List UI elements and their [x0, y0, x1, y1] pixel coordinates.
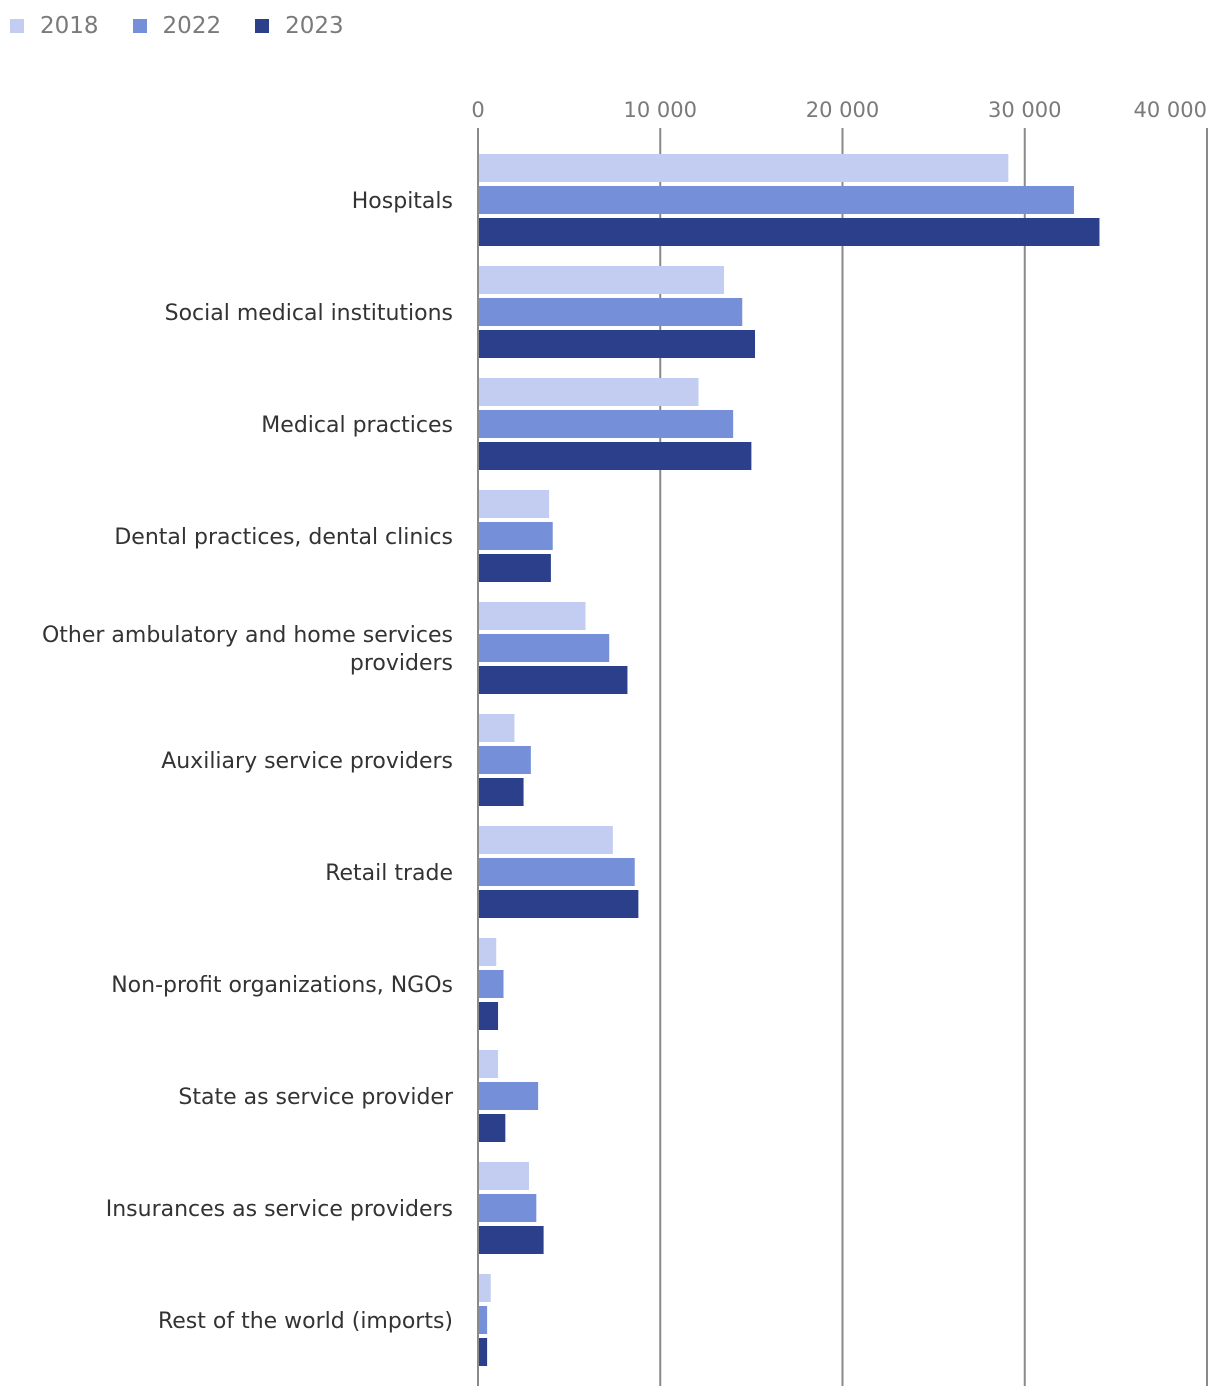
bar-2018[interactable]: [479, 490, 550, 518]
bar-2023[interactable]: [479, 890, 639, 918]
grid-lines: [477, 128, 1208, 1386]
x-tick-label: 20 000: [806, 98, 879, 122]
bar-2023[interactable]: [479, 1002, 499, 1030]
bar-2023[interactable]: [479, 330, 756, 358]
bar-2018[interactable]: [479, 266, 725, 294]
x-tick-label: 40 000: [1134, 98, 1207, 122]
category-labels: Hospitals Social medical institutions Medi…: [42, 189, 454, 1334]
chart-legend: 2018 2022 2023: [10, 10, 378, 42]
x-tick-label: 10 000: [624, 98, 697, 122]
category-label: Non-profit organizations, NGOs: [111, 973, 453, 998]
bar-2022[interactable]: [479, 298, 743, 326]
bar-2022[interactable]: [479, 1194, 537, 1222]
bar-2023[interactable]: [479, 554, 551, 582]
bar-2022[interactable]: [479, 858, 635, 886]
x-tick-label: 30 000: [988, 98, 1061, 122]
legend-swatch: [255, 19, 270, 33]
legend-item-2023[interactable]: 2023: [255, 13, 344, 39]
bar-2018[interactable]: [479, 714, 515, 742]
bar-2023[interactable]: [479, 442, 752, 470]
category-label: Insurances as service providers: [106, 1197, 453, 1222]
category-label: Social medical institutions: [165, 301, 453, 326]
category-label: Dental practices, dental clinics: [114, 525, 453, 550]
bar-2022[interactable]: [479, 186, 1074, 214]
legend-label: 2022: [162, 13, 222, 39]
bar-2018[interactable]: [479, 938, 497, 966]
legend-swatch: [10, 19, 24, 33]
bar-2022[interactable]: [479, 634, 610, 662]
bar-2018[interactable]: [479, 602, 586, 630]
x-axis-tick-labels: 0 10 000 20 000 30 000 40 000: [471, 98, 1207, 122]
category-label: Rest of the world (imports): [158, 1309, 453, 1334]
bar-2022[interactable]: [479, 1306, 488, 1334]
x-tick-label: 0: [471, 98, 484, 122]
bar-2023[interactable]: [479, 666, 628, 694]
bar-2018[interactable]: [479, 826, 613, 854]
bar-2022[interactable]: [479, 410, 734, 438]
bar-2023[interactable]: [479, 218, 1100, 246]
bar-2023[interactable]: [479, 1226, 544, 1254]
legend-item-2018[interactable]: 2018: [10, 13, 99, 39]
category-label: Auxiliary service providers: [161, 749, 453, 774]
legend-label: 2018: [40, 13, 99, 39]
bar-2018[interactable]: [479, 378, 699, 406]
bar-2022[interactable]: [479, 970, 504, 998]
bar-2022[interactable]: [479, 522, 553, 550]
bar-2018[interactable]: [479, 1162, 530, 1190]
bar-2023[interactable]: [479, 1114, 506, 1142]
bar-2018[interactable]: [479, 154, 1009, 182]
category-label: providers: [350, 651, 453, 676]
bar-2022[interactable]: [479, 1082, 539, 1110]
bar-2023[interactable]: [479, 1338, 488, 1366]
legend-label: 2023: [285, 13, 344, 39]
category-label: Medical practices: [261, 413, 453, 438]
bars: [479, 154, 1100, 1366]
legend-item-2022[interactable]: 2022: [132, 13, 222, 39]
category-label: Retail trade: [325, 861, 453, 886]
bar-2022[interactable]: [479, 746, 531, 774]
bar-2018[interactable]: [479, 1274, 491, 1302]
legend-swatch: [132, 19, 147, 33]
category-label: Other ambulatory and home services: [42, 623, 453, 648]
category-label: State as service provider: [178, 1085, 454, 1110]
category-label: Hospitals: [352, 189, 453, 214]
bar-2023[interactable]: [479, 778, 524, 806]
bar-2018[interactable]: [479, 1050, 499, 1078]
